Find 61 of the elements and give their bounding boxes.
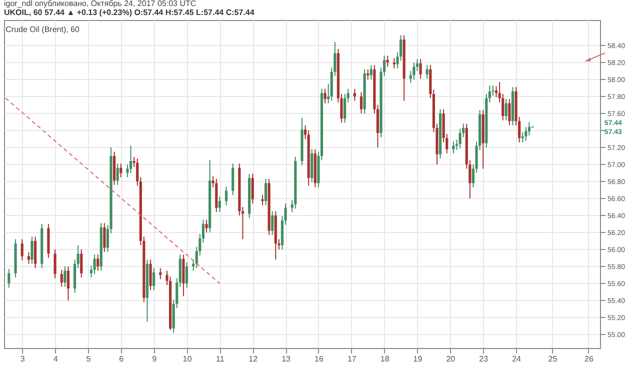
candlestick xyxy=(20,238,24,261)
candlestick xyxy=(261,194,264,206)
x-tick-label: 24 xyxy=(512,354,522,364)
x-tick-label: 3 xyxy=(20,354,26,364)
candlestick xyxy=(360,92,363,114)
candlestick xyxy=(264,178,268,206)
x-tick-label: 18 xyxy=(380,354,390,364)
candlestick xyxy=(251,173,254,204)
candlestick xyxy=(30,236,34,264)
candlestick xyxy=(103,222,106,252)
candlestick xyxy=(149,259,152,291)
candlestick xyxy=(96,254,100,272)
candlestick xyxy=(218,196,221,213)
candlestick xyxy=(419,58,422,80)
x-tick-label: 5 xyxy=(86,354,92,364)
x-tick-label: 13 xyxy=(282,354,292,364)
x-tick-label: 17 xyxy=(347,354,357,364)
candlestick xyxy=(426,64,428,80)
candlestick xyxy=(271,210,274,236)
candlestick xyxy=(120,163,122,178)
annotation: Crude Oil (Brent), 60 xyxy=(6,25,80,34)
candlestick xyxy=(93,254,96,275)
candlestick xyxy=(528,121,531,136)
candlestick xyxy=(224,186,228,206)
candlestick xyxy=(152,268,156,291)
candlestick xyxy=(80,248,83,278)
candlestick xyxy=(412,62,416,80)
candlestick xyxy=(452,141,455,154)
x-tick-label: 9 xyxy=(152,354,158,364)
candlestick xyxy=(116,163,119,186)
x-tick-label: 23 xyxy=(479,354,489,364)
x-tick-label: 20 xyxy=(446,354,456,364)
x-tick-label: 12 xyxy=(248,354,258,364)
x-tick-label: 4 xyxy=(53,354,58,364)
candlestick xyxy=(353,88,356,102)
x-tick-label: 6 xyxy=(119,354,124,364)
candlestick xyxy=(504,98,508,121)
candlestick xyxy=(27,251,30,264)
chart-title: igor_ndl опубликовано, Октябрь 24, 2017 05:03 UTC xyxy=(4,0,196,8)
chart-subtitle: UKOIL, 60 57.44 ▲ +0.13 (+0.23%) O:57.44 H:57.45 L:57.44 C:57.44 xyxy=(4,8,255,17)
candlestick xyxy=(324,88,326,104)
candlestick xyxy=(205,219,208,233)
candlestick xyxy=(185,262,188,288)
candlestick xyxy=(232,163,234,196)
x-tick-label: 19 xyxy=(413,354,423,364)
x-tick-label: 11 xyxy=(216,354,225,364)
candlestick xyxy=(386,55,389,68)
candlestick xyxy=(508,98,511,126)
x-tick-label: 26 xyxy=(584,354,594,364)
candlestick xyxy=(60,269,63,288)
x-tick-label: 10 xyxy=(182,354,192,364)
candlestick xyxy=(54,248,56,279)
candlestick xyxy=(64,266,66,288)
x-tick-label: 16 xyxy=(314,354,324,364)
candlestick xyxy=(159,268,162,280)
candlestick xyxy=(66,266,70,301)
candlestick xyxy=(8,268,10,288)
x-tick-label: 25 xyxy=(548,354,558,364)
candlestick xyxy=(34,236,37,269)
candlestick xyxy=(129,145,132,174)
candlestick xyxy=(344,93,346,124)
